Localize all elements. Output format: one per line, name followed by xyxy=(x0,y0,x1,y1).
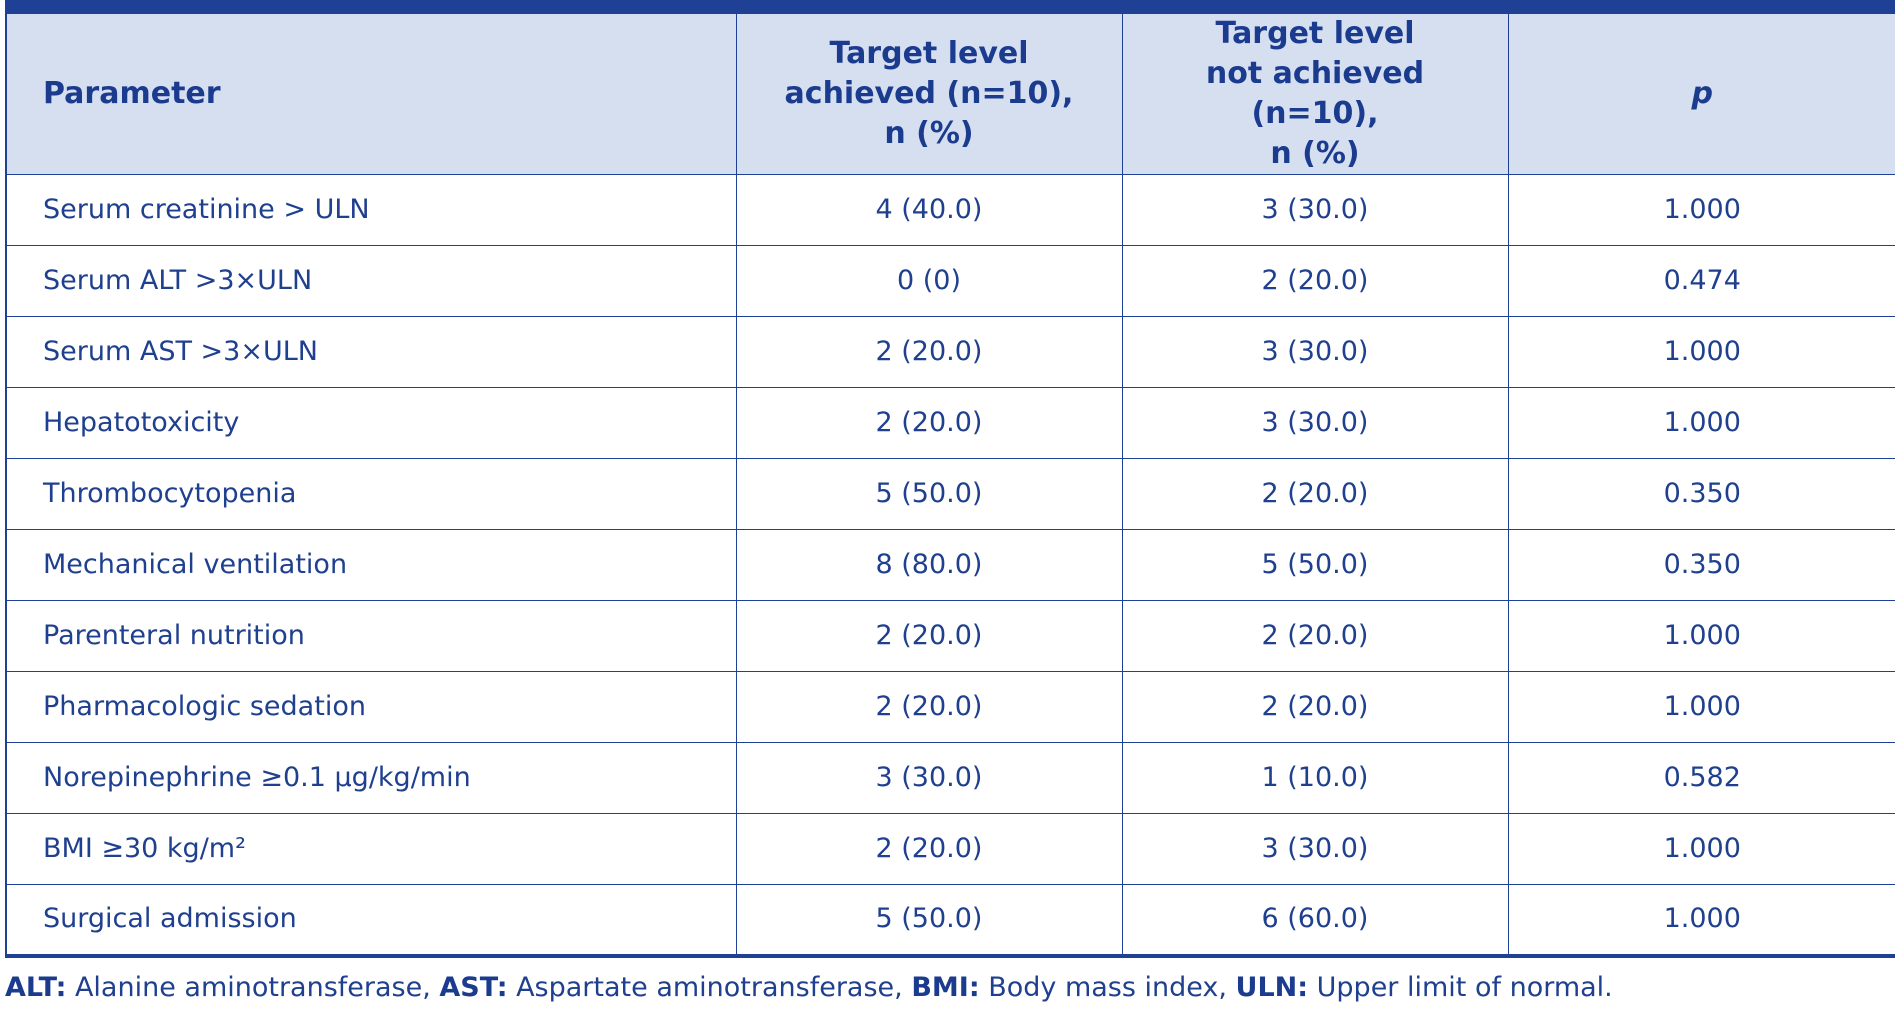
results-table-container: Parameter Target level achieved (n=10), … xyxy=(5,0,1895,958)
cell-not-achieved: 6 (60.0) xyxy=(1121,884,1509,956)
results-table: Parameter Target level achieved (n=10), … xyxy=(5,0,1895,958)
header-row: Parameter Target level achieved (n=10), … xyxy=(5,6,1895,175)
cell-parameter: Mechanical ventilation xyxy=(5,529,737,601)
header-target-not-achieved: Target level not achieved (n=10), n (%) xyxy=(1121,6,1509,175)
footnote-def-alt: Alanine aminotransferase, xyxy=(66,972,440,1003)
table-row: Norepinephrine ≥0.1 µg/kg/min 3 (30.0) 1… xyxy=(5,742,1895,814)
cell-parameter: Serum ALT >3×ULN xyxy=(5,245,737,317)
header-parameter: Parameter xyxy=(5,6,737,175)
cell-not-achieved: 2 (20.0) xyxy=(1121,671,1509,743)
cell-p-value: 0.582 xyxy=(1507,742,1895,814)
cell-not-achieved: 2 (20.0) xyxy=(1121,245,1509,317)
table-header: Parameter Target level achieved (n=10), … xyxy=(5,6,1895,175)
cell-p-value: 1.000 xyxy=(1507,600,1895,672)
table-row: Parenteral nutrition 2 (20.0) 2 (20.0) 1… xyxy=(5,600,1895,672)
cell-p-value: 0.350 xyxy=(1507,529,1895,601)
cell-not-achieved: 3 (30.0) xyxy=(1121,387,1509,459)
cell-parameter: Thrombocytopenia xyxy=(5,458,737,530)
cell-parameter: Serum creatinine > ULN xyxy=(5,174,737,246)
cell-not-achieved: 3 (30.0) xyxy=(1121,174,1509,246)
cell-p-value: 1.000 xyxy=(1507,174,1895,246)
table-row: Serum ALT >3×ULN 0 (0) 2 (20.0) 0.474 xyxy=(5,245,1895,317)
cell-not-achieved: 2 (20.0) xyxy=(1121,458,1509,530)
footnote-def-ast: Aspartate aminotransferase, xyxy=(507,972,912,1003)
cell-parameter: Serum AST >3×ULN xyxy=(5,316,737,388)
header-target-not-achieved-line-2: not achieved (n=10), xyxy=(1205,56,1425,131)
cell-parameter: Norepinephrine ≥0.1 µg/kg/min xyxy=(5,742,737,814)
table-row: Hepatotoxicity 2 (20.0) 3 (30.0) 1.000 xyxy=(5,387,1895,459)
cell-parameter: Parenteral nutrition xyxy=(5,600,737,672)
table-row: Mechanical ventilation 8 (80.0) 5 (50.0)… xyxy=(5,529,1895,601)
cell-not-achieved: 5 (50.0) xyxy=(1121,529,1509,601)
cell-not-achieved: 1 (10.0) xyxy=(1121,742,1509,814)
cell-not-achieved: 3 (30.0) xyxy=(1121,316,1509,388)
header-p-value: p xyxy=(1507,6,1895,175)
cell-achieved: 8 (80.0) xyxy=(735,529,1123,601)
table-row: Pharmacologic sedation 2 (20.0) 2 (20.0)… xyxy=(5,671,1895,743)
cell-p-value: 0.350 xyxy=(1507,458,1895,530)
footnote-def-uln: Upper limit of normal. xyxy=(1308,972,1613,1003)
table-row: Surgical admission 5 (50.0) 6 (60.0) 1.0… xyxy=(5,884,1895,956)
table-row: Serum creatinine > ULN 4 (40.0) 3 (30.0)… xyxy=(5,174,1895,246)
footnote-def-bmi: Body mass index, xyxy=(979,972,1236,1003)
abbreviations-footnote: ALT: Alanine aminotransferase, AST: Aspa… xyxy=(5,968,1613,1008)
cell-p-value: 1.000 xyxy=(1507,884,1895,956)
cell-achieved: 5 (50.0) xyxy=(735,458,1123,530)
cell-achieved: 2 (20.0) xyxy=(735,316,1123,388)
header-target-achieved: Target level achieved (n=10), n (%) xyxy=(735,6,1123,175)
cell-p-value: 1.000 xyxy=(1507,387,1895,459)
cell-p-value: 1.000 xyxy=(1507,671,1895,743)
cell-p-value: 0.474 xyxy=(1507,245,1895,317)
footnote-abbr-ast: AST: xyxy=(439,972,508,1003)
cell-p-value: 1.000 xyxy=(1507,316,1895,388)
cell-achieved: 2 (20.0) xyxy=(735,600,1123,672)
cell-parameter: Surgical admission xyxy=(5,884,737,956)
cell-not-achieved: 3 (30.0) xyxy=(1121,813,1509,885)
cell-not-achieved: 2 (20.0) xyxy=(1121,600,1509,672)
footnote-abbr-alt: ALT: xyxy=(5,972,67,1003)
header-target-achieved-line-2: achieved (n=10), xyxy=(784,76,1074,111)
cell-parameter: Hepatotoxicity xyxy=(5,387,737,459)
table-row: Serum AST >3×ULN 2 (20.0) 3 (30.0) 1.000 xyxy=(5,316,1895,388)
cell-achieved: 0 (0) xyxy=(735,245,1123,317)
cell-achieved: 2 (20.0) xyxy=(735,671,1123,743)
footnote-abbr-bmi: BMI: xyxy=(911,972,980,1003)
cell-parameter: BMI ≥30 kg/m² xyxy=(5,813,737,885)
cell-achieved: 2 (20.0) xyxy=(735,387,1123,459)
footnote-abbr-uln: ULN: xyxy=(1235,972,1309,1003)
table-body: Serum creatinine > ULN 4 (40.0) 3 (30.0)… xyxy=(5,174,1895,956)
header-target-achieved-line-1: Target level xyxy=(829,36,1029,71)
cell-achieved: 3 (30.0) xyxy=(735,742,1123,814)
cell-p-value: 1.000 xyxy=(1507,813,1895,885)
header-target-not-achieved-line-3: n (%) xyxy=(1270,136,1360,171)
table-row: Thrombocytopenia 5 (50.0) 2 (20.0) 0.350 xyxy=(5,458,1895,530)
cell-achieved: 4 (40.0) xyxy=(735,174,1123,246)
header-target-not-achieved-line-1: Target level xyxy=(1215,16,1415,51)
cell-achieved: 2 (20.0) xyxy=(735,813,1123,885)
cell-parameter: Pharmacologic sedation xyxy=(5,671,737,743)
cell-achieved: 5 (50.0) xyxy=(735,884,1123,956)
table-row: BMI ≥30 kg/m² 2 (20.0) 3 (30.0) 1.000 xyxy=(5,813,1895,885)
header-target-achieved-line-3: n (%) xyxy=(884,116,974,151)
